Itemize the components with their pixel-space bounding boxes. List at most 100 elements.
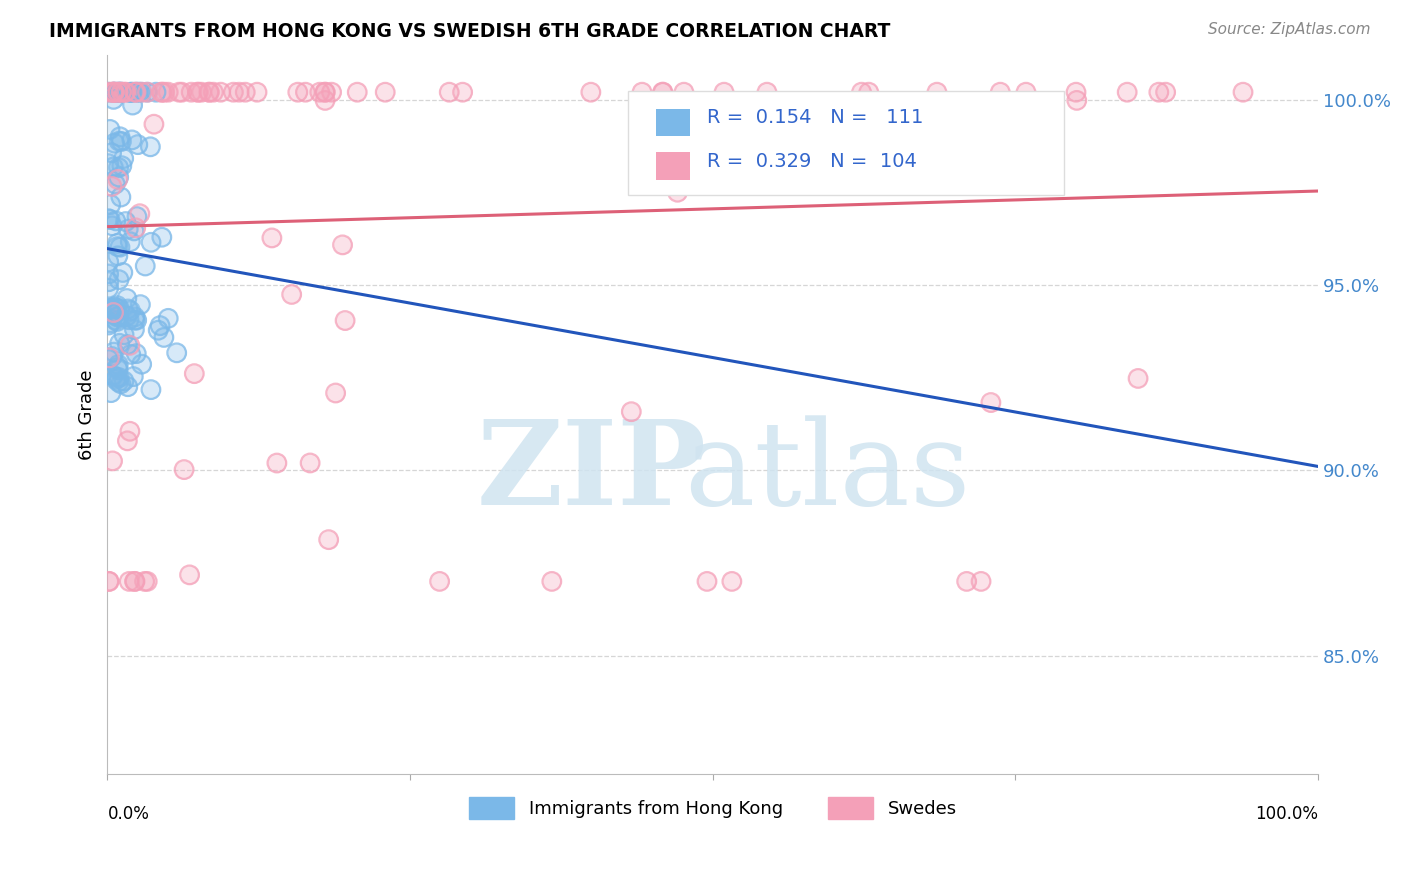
Point <box>121 85 143 99</box>
Point <box>103 136 125 150</box>
Point <box>190 85 212 99</box>
Point <box>666 186 689 200</box>
Point <box>107 375 129 389</box>
Point <box>136 85 159 99</box>
Point <box>100 197 122 211</box>
Point <box>118 86 141 100</box>
Point <box>131 357 153 371</box>
Point <box>100 385 122 400</box>
Point <box>125 346 148 360</box>
Point <box>108 301 131 316</box>
Point <box>332 238 354 252</box>
Point <box>139 383 162 397</box>
Point <box>209 85 232 99</box>
Point <box>308 85 330 99</box>
Point <box>97 211 120 226</box>
Point <box>105 299 128 313</box>
Point <box>117 222 139 236</box>
Point <box>124 85 146 99</box>
Point <box>1064 85 1087 99</box>
Point <box>114 85 136 99</box>
Point <box>112 327 135 342</box>
Point <box>107 172 129 186</box>
Point <box>103 160 125 174</box>
Point <box>118 86 141 100</box>
Point <box>112 374 135 388</box>
Point <box>103 85 125 99</box>
Point <box>198 85 221 99</box>
Point <box>149 318 172 333</box>
Bar <box>655 109 690 136</box>
Point <box>125 313 148 327</box>
Point <box>110 376 132 391</box>
Point <box>103 160 125 174</box>
Point <box>651 85 673 99</box>
Point <box>104 214 127 228</box>
Point <box>713 85 735 99</box>
Point <box>101 350 124 364</box>
Point <box>97 281 120 295</box>
Point <box>183 367 205 381</box>
Point <box>110 85 132 99</box>
Point <box>108 85 131 99</box>
Point <box>103 308 125 322</box>
Point <box>153 85 176 99</box>
Point <box>107 85 129 99</box>
Point <box>170 85 193 99</box>
Point <box>858 85 880 99</box>
Point <box>662 167 685 181</box>
Point <box>294 85 316 99</box>
Point <box>167 85 190 99</box>
Point <box>128 207 150 221</box>
Point <box>110 85 132 99</box>
Point <box>287 85 309 99</box>
Point <box>97 267 120 281</box>
Point <box>118 574 141 589</box>
Point <box>103 308 125 322</box>
Point <box>104 313 127 327</box>
Point <box>439 85 461 99</box>
Point <box>246 85 269 99</box>
Point <box>97 574 120 589</box>
Point <box>124 322 146 336</box>
Point <box>136 574 159 589</box>
Point <box>136 85 159 99</box>
Point <box>631 85 654 99</box>
Point <box>108 301 131 316</box>
Point <box>851 85 873 99</box>
Point <box>124 310 146 324</box>
Point <box>153 330 176 344</box>
Point <box>121 98 143 112</box>
Point <box>100 145 122 160</box>
Point <box>321 85 343 99</box>
Point <box>1116 85 1139 99</box>
Point <box>299 456 322 470</box>
Point <box>136 85 159 99</box>
Point <box>124 574 146 589</box>
Point <box>122 369 145 384</box>
Point <box>98 301 121 316</box>
Point <box>114 85 136 99</box>
Point <box>157 85 180 99</box>
Point <box>107 169 129 184</box>
Point <box>128 85 150 99</box>
Point <box>112 327 135 342</box>
Legend: Immigrants from Hong Kong, Swedes: Immigrants from Hong Kong, Swedes <box>461 789 963 826</box>
Point <box>429 574 451 589</box>
Point <box>333 313 356 327</box>
Point <box>118 424 141 438</box>
Point <box>100 301 122 315</box>
Point <box>222 85 245 99</box>
Point <box>120 347 142 361</box>
Point <box>103 92 125 106</box>
Point <box>314 85 336 99</box>
Point <box>122 224 145 238</box>
Point <box>124 85 146 99</box>
Point <box>110 376 132 391</box>
Point <box>652 85 675 99</box>
Point <box>111 159 134 173</box>
Point <box>97 255 120 269</box>
Point <box>110 190 132 204</box>
Point <box>1232 85 1254 99</box>
Point <box>103 85 125 99</box>
